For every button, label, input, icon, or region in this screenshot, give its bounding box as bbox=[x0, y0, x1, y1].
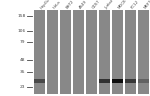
Bar bbox=[33, 79, 45, 83]
Text: A549: A549 bbox=[78, 0, 88, 10]
Bar bbox=[138, 10, 150, 94]
Text: 35: 35 bbox=[20, 70, 26, 74]
Bar bbox=[111, 79, 123, 83]
Text: PC12: PC12 bbox=[130, 0, 140, 10]
Text: MEF7: MEF7 bbox=[144, 0, 150, 10]
Text: BHT2: BHT2 bbox=[66, 0, 75, 10]
Bar bbox=[124, 79, 136, 83]
Text: CD57: CD57 bbox=[92, 0, 101, 10]
Bar bbox=[99, 10, 111, 94]
Text: 48: 48 bbox=[20, 58, 26, 62]
Text: 23: 23 bbox=[20, 85, 26, 89]
Text: 158: 158 bbox=[17, 14, 26, 18]
Text: HepG2: HepG2 bbox=[39, 0, 51, 10]
Text: MDCK: MDCK bbox=[117, 0, 128, 10]
Bar bbox=[72, 10, 84, 94]
Bar bbox=[99, 79, 111, 83]
Bar bbox=[124, 10, 136, 94]
Bar bbox=[60, 10, 72, 94]
Text: HeLa: HeLa bbox=[52, 0, 62, 10]
Bar bbox=[46, 10, 58, 94]
Bar bbox=[33, 10, 45, 94]
Bar bbox=[111, 10, 123, 94]
Text: 106: 106 bbox=[17, 29, 26, 33]
Bar bbox=[138, 79, 150, 83]
Text: Jurkat: Jurkat bbox=[105, 0, 115, 10]
Text: 79: 79 bbox=[20, 40, 26, 44]
Bar bbox=[85, 10, 98, 94]
